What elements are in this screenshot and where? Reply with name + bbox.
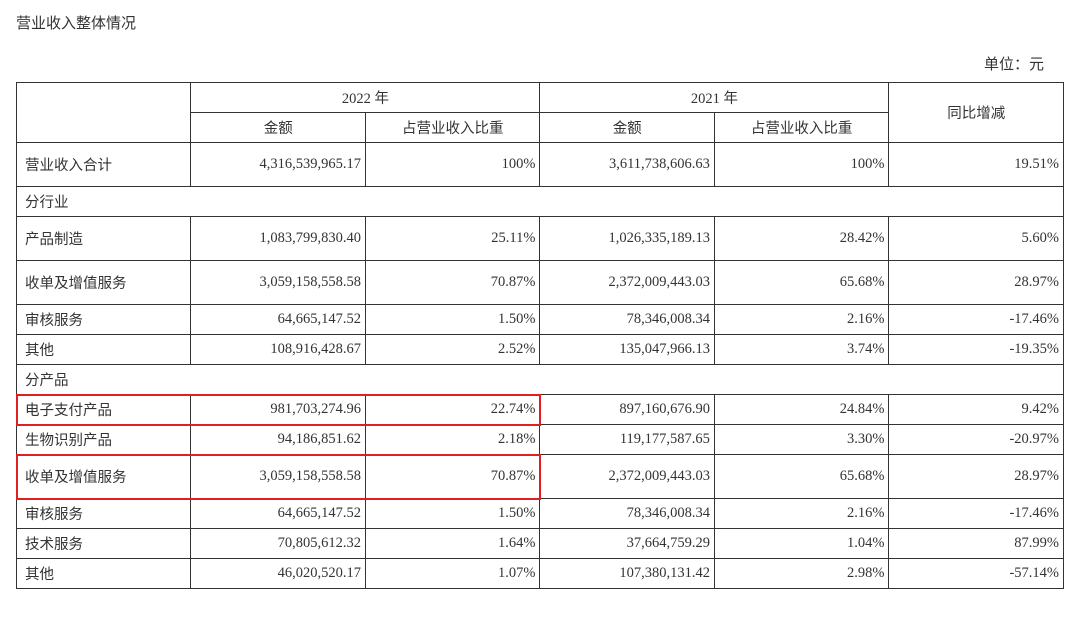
percent-2021: 3.30%: [714, 425, 888, 455]
amount-2021: 2,372,009,443.03: [540, 455, 714, 499]
amount-2021: 37,664,759.29: [540, 529, 714, 559]
header-amount-2021: 金额: [540, 113, 714, 143]
header-2022: 2022 年: [191, 83, 540, 113]
row-label: 产品制造: [17, 217, 191, 261]
amount-2022: 64,665,147.52: [191, 499, 365, 529]
amount-2022: 1,083,799,830.40: [191, 217, 365, 261]
row-label: 其他: [17, 559, 191, 589]
amount-2021: 78,346,008.34: [540, 305, 714, 335]
product-row-2: 收单及增值服务 3,059,158,558.58 70.87% 2,372,00…: [17, 455, 1064, 499]
row-label: 技术服务: [17, 529, 191, 559]
percent-2021: 24.84%: [714, 395, 888, 425]
percent-2021: 1.04%: [714, 529, 888, 559]
row-label: 生物识别产品: [17, 425, 191, 455]
percent-2021: 2.98%: [714, 559, 888, 589]
product-row-3: 审核服务 64,665,147.52 1.50% 78,346,008.34 2…: [17, 499, 1064, 529]
header-proportion-2021: 占营业收入比重: [714, 113, 888, 143]
change: -17.46%: [889, 499, 1064, 529]
percent-2022: 1.07%: [365, 559, 539, 589]
percent-2022: 22.74%: [365, 395, 539, 425]
header-row-1: 2022 年 2021 年 同比增减: [17, 83, 1064, 113]
amount-2022: 70,805,612.32: [191, 529, 365, 559]
amount-2022: 64,665,147.52: [191, 305, 365, 335]
change: -57.14%: [889, 559, 1064, 589]
amount-2022: 46,020,520.17: [191, 559, 365, 589]
amount-2022: 981,703,274.96: [191, 395, 365, 425]
industry-row-1: 收单及增值服务 3,059,158,558.58 70.87% 2,372,00…: [17, 261, 1064, 305]
percent-2022: 1.50%: [365, 305, 539, 335]
amount-2021: 2,372,009,443.03: [540, 261, 714, 305]
percent-2021: 65.68%: [714, 261, 888, 305]
percent-2022: 100%: [365, 143, 539, 187]
section-label: 分产品: [17, 365, 1064, 395]
change: 5.60%: [889, 217, 1064, 261]
section-label: 分行业: [17, 187, 1064, 217]
change: -17.46%: [889, 305, 1064, 335]
amount-2021: 107,380,131.42: [540, 559, 714, 589]
product-row-0: 电子支付产品 981,703,274.96 22.74% 897,160,676…: [17, 395, 1064, 425]
percent-2022: 70.87%: [365, 455, 539, 499]
total-row: 营业收入合计 4,316,539,965.17 100% 3,611,738,6…: [17, 143, 1064, 187]
section-industry: 分行业: [17, 187, 1064, 217]
industry-row-0: 产品制造 1,083,799,830.40 25.11% 1,026,335,1…: [17, 217, 1064, 261]
amount-2021: 119,177,587.65: [540, 425, 714, 455]
change: 87.99%: [889, 529, 1064, 559]
row-label: 收单及增值服务: [17, 455, 191, 499]
unit-label: 单位：元: [16, 53, 1064, 74]
row-label: 收单及增值服务: [17, 261, 191, 305]
revenue-table: 2022 年 2021 年 同比增减 金额 占营业收入比重 金额 占营业收入比重…: [16, 82, 1064, 589]
row-label: 审核服务: [17, 305, 191, 335]
amount-2021: 3,611,738,606.63: [540, 143, 714, 187]
percent-2021: 3.74%: [714, 335, 888, 365]
percent-2022: 70.87%: [365, 261, 539, 305]
product-row-5: 其他 46,020,520.17 1.07% 107,380,131.42 2.…: [17, 559, 1064, 589]
header-blank: [17, 83, 191, 143]
change: 9.42%: [889, 395, 1064, 425]
percent-2022: 2.18%: [365, 425, 539, 455]
section-product: 分产品: [17, 365, 1064, 395]
change: -19.35%: [889, 335, 1064, 365]
change: 28.97%: [889, 455, 1064, 499]
amount-2022: 3,059,158,558.58: [191, 261, 365, 305]
table-wrap: 2022 年 2021 年 同比增减 金额 占营业收入比重 金额 占营业收入比重…: [16, 82, 1064, 589]
header-2021: 2021 年: [540, 83, 889, 113]
amount-2022: 3,059,158,558.58: [191, 455, 365, 499]
percent-2022: 1.64%: [365, 529, 539, 559]
percent-2022: 2.52%: [365, 335, 539, 365]
page-title: 营业收入整体情况: [16, 12, 1064, 33]
percent-2022: 25.11%: [365, 217, 539, 261]
change: -20.97%: [889, 425, 1064, 455]
header-amount-2022: 金额: [191, 113, 365, 143]
amount-2022: 4,316,539,965.17: [191, 143, 365, 187]
row-label: 电子支付产品: [17, 395, 191, 425]
industry-row-3: 其他 108,916,428.67 2.52% 135,047,966.13 3…: [17, 335, 1064, 365]
amount-2021: 135,047,966.13: [540, 335, 714, 365]
product-row-1: 生物识别产品 94,186,851.62 2.18% 119,177,587.6…: [17, 425, 1064, 455]
amount-2022: 94,186,851.62: [191, 425, 365, 455]
change: 28.97%: [889, 261, 1064, 305]
percent-2021: 65.68%: [714, 455, 888, 499]
percent-2021: 2.16%: [714, 499, 888, 529]
change: 19.51%: [889, 143, 1064, 187]
row-label: 其他: [17, 335, 191, 365]
header-yoy: 同比增减: [889, 83, 1064, 143]
percent-2021: 2.16%: [714, 305, 888, 335]
percent-2021: 28.42%: [714, 217, 888, 261]
amount-2021: 1,026,335,189.13: [540, 217, 714, 261]
header-proportion-2022: 占营业收入比重: [365, 113, 539, 143]
industry-row-2: 审核服务 64,665,147.52 1.50% 78,346,008.34 2…: [17, 305, 1064, 335]
amount-2022: 108,916,428.67: [191, 335, 365, 365]
product-row-4: 技术服务 70,805,612.32 1.64% 37,664,759.29 1…: [17, 529, 1064, 559]
percent-2022: 1.50%: [365, 499, 539, 529]
amount-2021: 897,160,676.90: [540, 395, 714, 425]
row-label: 营业收入合计: [17, 143, 191, 187]
percent-2021: 100%: [714, 143, 888, 187]
row-label: 审核服务: [17, 499, 191, 529]
amount-2021: 78,346,008.34: [540, 499, 714, 529]
